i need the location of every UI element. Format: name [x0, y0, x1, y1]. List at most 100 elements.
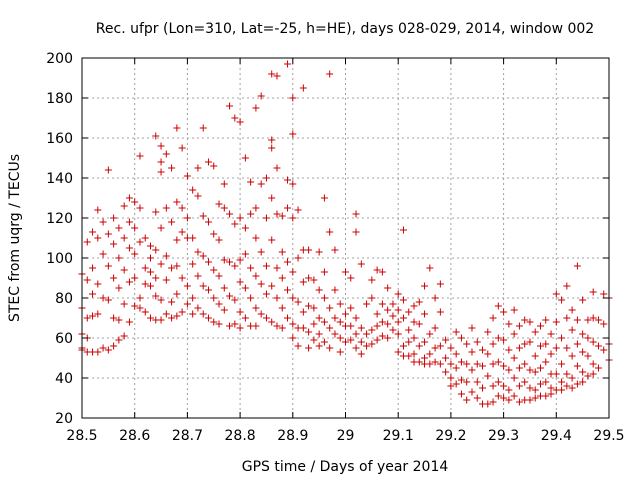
data-point	[125, 318, 133, 326]
data-point	[268, 144, 276, 152]
data-point	[299, 308, 307, 316]
data-point	[284, 314, 292, 322]
data-point	[500, 308, 508, 316]
data-point	[215, 320, 223, 328]
data-point	[94, 234, 102, 242]
data-point	[473, 360, 481, 368]
data-point	[421, 354, 429, 362]
data-point	[600, 290, 608, 298]
data-point	[452, 350, 460, 358]
data-point	[447, 344, 455, 352]
data-point	[505, 386, 513, 394]
data-point	[594, 342, 602, 350]
data-point	[442, 336, 450, 344]
data-point	[147, 242, 155, 250]
data-point	[110, 240, 118, 248]
data-point	[231, 320, 239, 328]
data-point	[579, 296, 587, 304]
data-point	[489, 360, 497, 368]
data-point	[484, 350, 492, 358]
data-point	[505, 320, 513, 328]
data-point	[168, 164, 176, 172]
data-point	[273, 164, 281, 172]
data-point	[131, 224, 139, 232]
data-point	[147, 314, 155, 322]
data-point	[257, 280, 265, 288]
data-point	[494, 358, 502, 366]
data-point	[178, 204, 186, 212]
x-axis-ticks: 28.5 28.6 28.7 28.8 28.9 29 29.1 29.2 29.3 29.4 29…	[66, 58, 625, 444]
data-point	[357, 260, 365, 268]
x-tick-label: 28.6	[119, 428, 150, 444]
data-point	[104, 166, 112, 174]
data-point	[99, 218, 107, 226]
data-point	[405, 308, 413, 316]
data-point	[521, 378, 529, 386]
data-point	[215, 300, 223, 308]
data-point	[120, 202, 128, 210]
data-point	[94, 310, 102, 318]
data-point	[457, 334, 465, 342]
data-point	[131, 250, 139, 258]
data-point	[99, 344, 107, 352]
data-point	[231, 220, 239, 228]
data-point	[436, 360, 444, 368]
data-point	[168, 264, 176, 272]
data-point	[199, 212, 207, 220]
data-point	[315, 286, 323, 294]
data-point	[542, 358, 550, 366]
data-point	[289, 320, 297, 328]
data-point	[141, 308, 149, 316]
data-point	[363, 342, 371, 350]
data-point	[162, 252, 170, 260]
x-tick-label: 28.9	[277, 428, 308, 444]
data-point	[226, 292, 234, 300]
data-point	[320, 194, 328, 202]
data-point	[141, 234, 149, 242]
data-point	[210, 294, 218, 302]
data-point	[389, 326, 397, 334]
data-point	[542, 316, 550, 324]
data-point	[310, 304, 318, 312]
data-point	[305, 328, 313, 336]
data-point	[584, 352, 592, 360]
data-point	[589, 370, 597, 378]
data-point	[426, 330, 434, 338]
data-point	[436, 342, 444, 350]
data-point	[210, 230, 218, 238]
data-point	[99, 294, 107, 302]
data-point	[284, 204, 292, 212]
data-point	[241, 154, 249, 162]
data-point	[89, 264, 97, 272]
data-point	[115, 316, 123, 324]
data-point	[204, 286, 212, 294]
x-tick-label: 29.3	[488, 428, 519, 444]
data-point	[231, 296, 239, 304]
data-point	[183, 300, 191, 308]
data-point	[257, 310, 265, 318]
data-point	[315, 248, 323, 256]
data-point	[547, 330, 555, 338]
data-point	[352, 210, 360, 218]
data-point	[457, 390, 465, 398]
data-point	[552, 290, 560, 298]
data-point	[110, 342, 118, 350]
data-point	[173, 124, 181, 132]
data-point	[378, 318, 386, 326]
data-point	[552, 370, 560, 378]
data-point	[89, 290, 97, 298]
data-point	[157, 224, 165, 232]
data-point	[199, 124, 207, 132]
data-point	[247, 264, 255, 272]
data-point	[410, 334, 418, 342]
data-point	[89, 228, 97, 236]
data-point	[94, 206, 102, 214]
data-point	[368, 326, 376, 334]
data-point	[479, 384, 487, 392]
data-point	[579, 368, 587, 376]
x-tick-label: 28.8	[225, 428, 256, 444]
data-point	[168, 218, 176, 226]
data-point	[510, 354, 518, 362]
data-point	[363, 330, 371, 338]
data-point	[368, 340, 376, 348]
